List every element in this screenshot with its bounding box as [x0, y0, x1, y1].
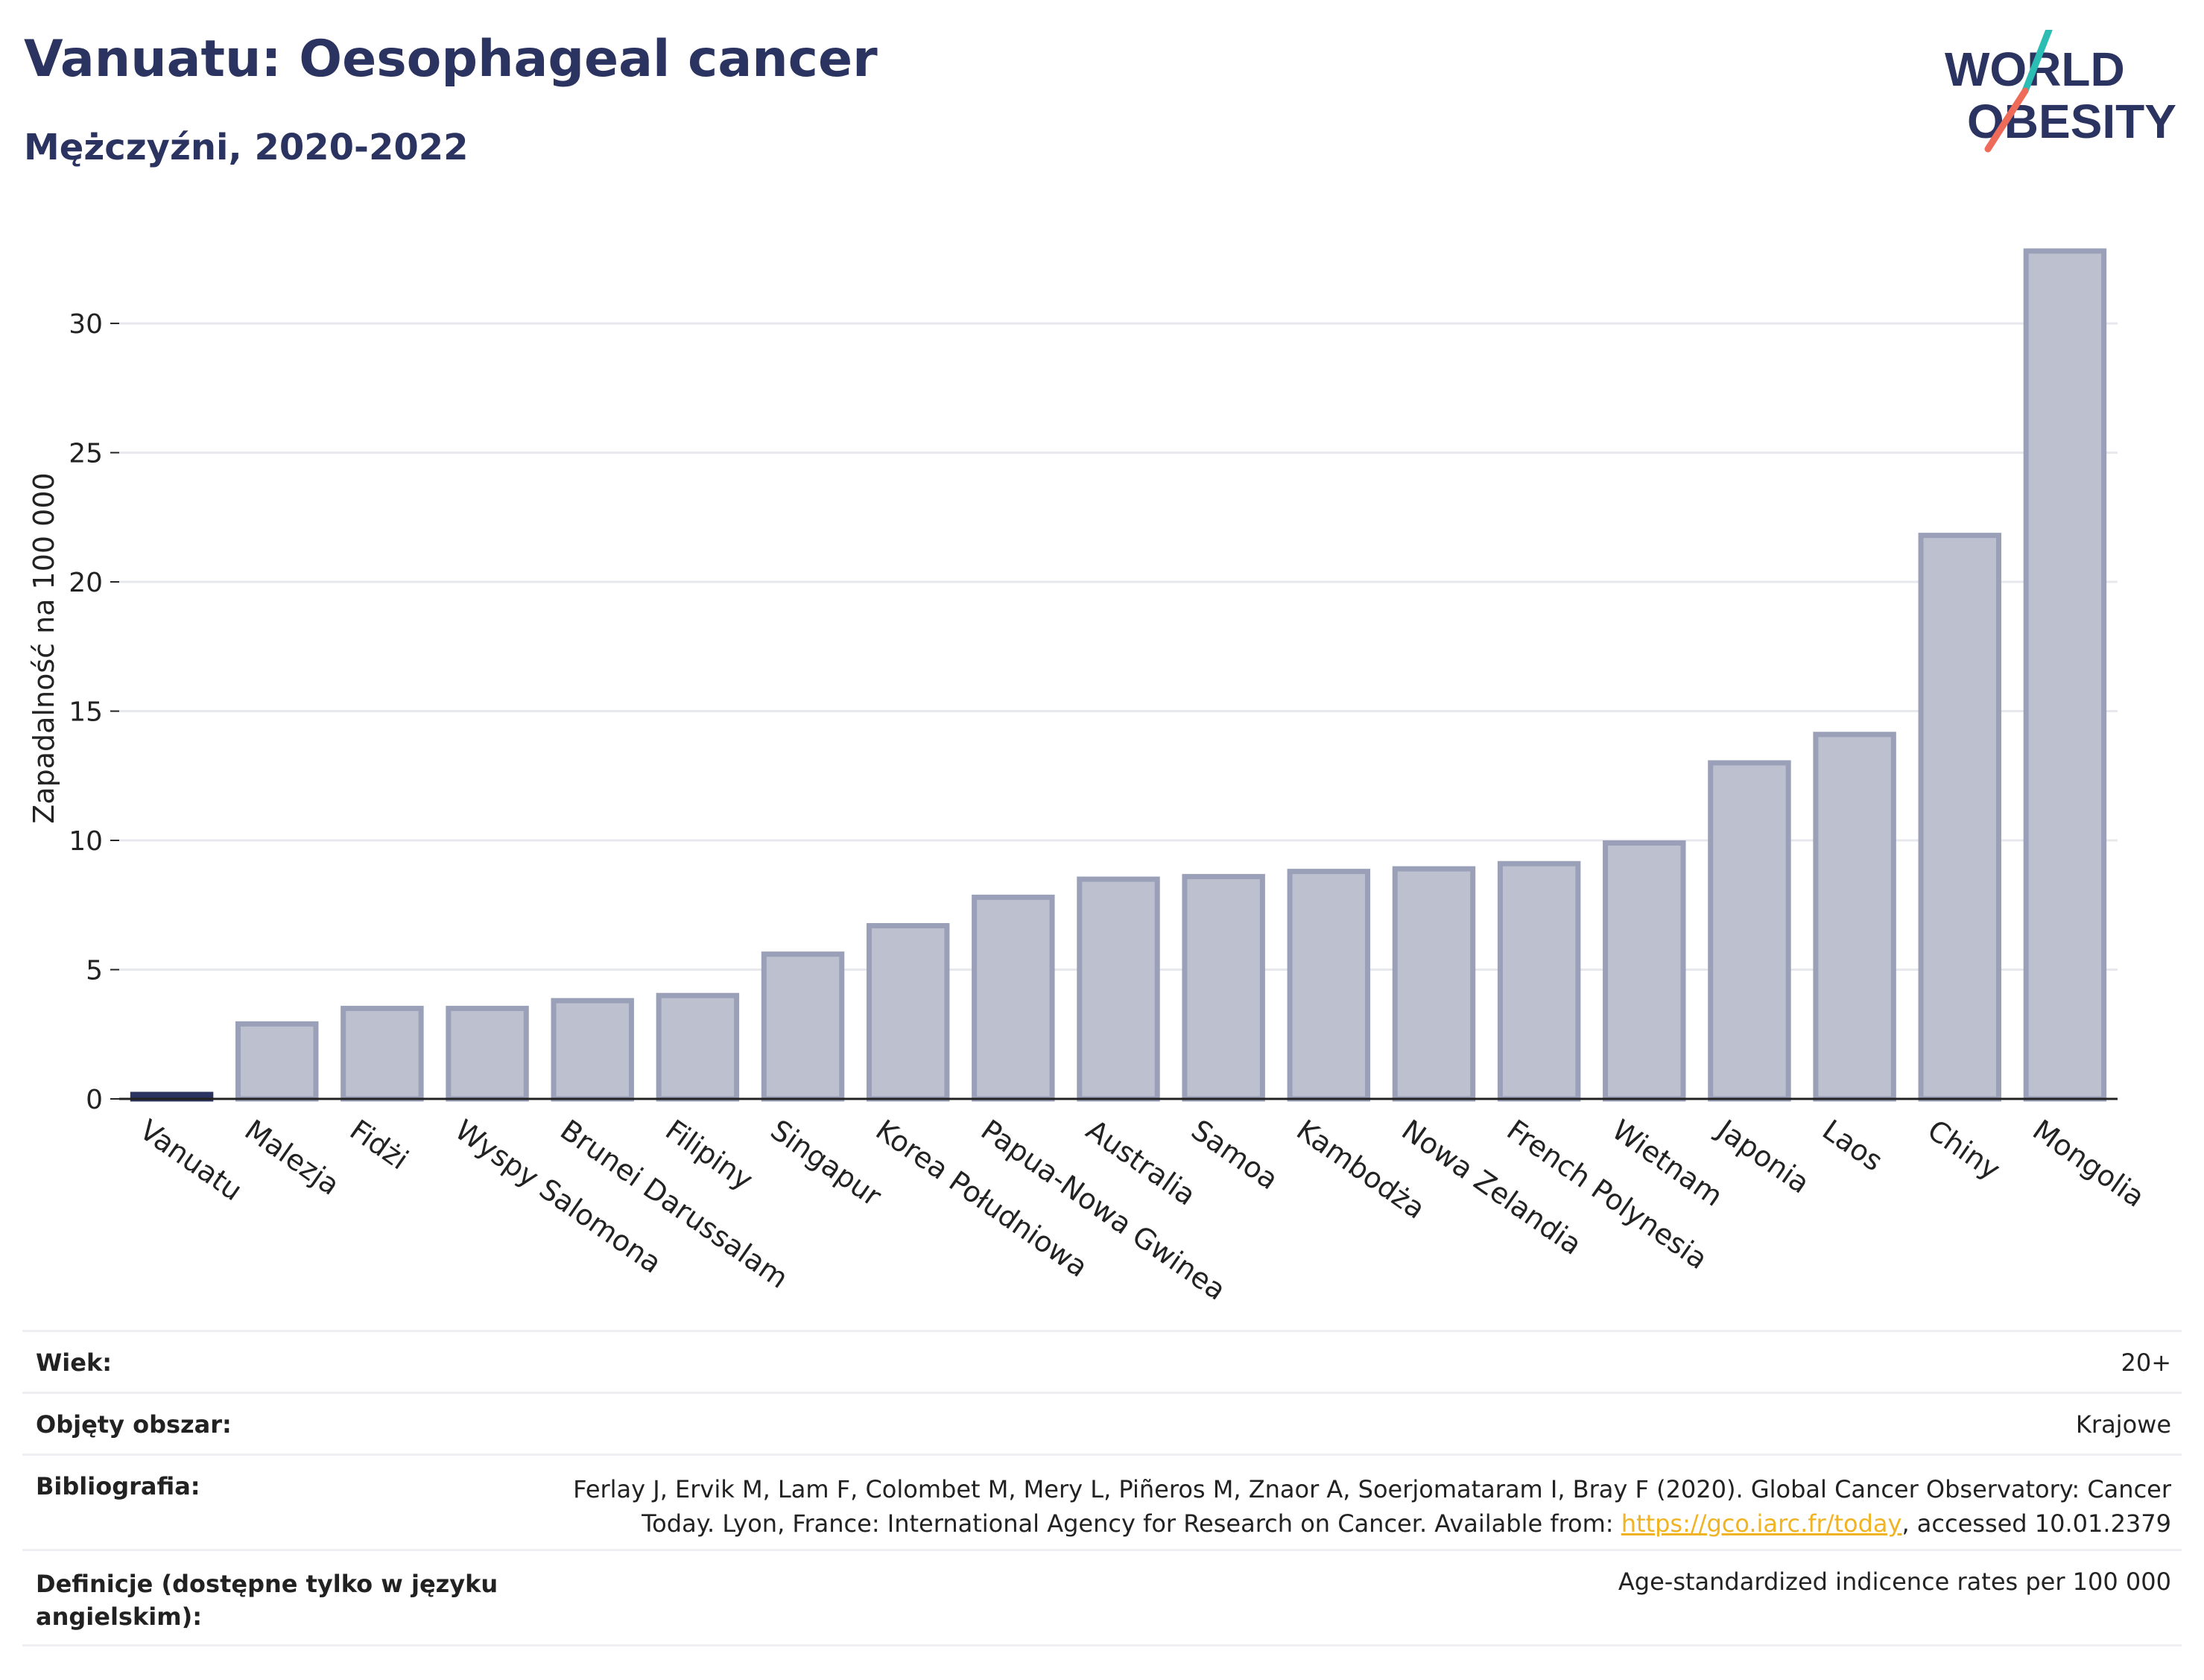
- definitions-label-line-2: angielskim):: [36, 1603, 202, 1631]
- y-tick-label: 10: [69, 826, 103, 857]
- meta-value-age: 20+: [2121, 1348, 2171, 1377]
- meta-row-bibliography: Bibliografia: Ferlay J, Ervik M, Lam F, …: [22, 1454, 2182, 1549]
- bar-wietnam: [1603, 840, 1686, 1102]
- metadata-table: Wiek: 20+ Objęty obszar: Krajowe Bibliog…: [22, 1330, 2182, 1646]
- bar-korea-po-udniowa: [866, 923, 950, 1102]
- bar-laos: [1813, 732, 1896, 1102]
- bar-papua-nowa-gwinea: [972, 894, 1055, 1102]
- meta-label-definitions: Definicje (dostępne tylko w języku angie…: [36, 1568, 498, 1633]
- meta-value-definitions: Age-standardized indicence rates per 100…: [1618, 1568, 2171, 1596]
- meta-label-bibliography: Bibliografia:: [36, 1472, 200, 1500]
- meta-label-age: Wiek:: [36, 1348, 113, 1377]
- meta-value-area: Krajowe: [2075, 1410, 2171, 1439]
- meta-row-age: Wiek: 20+: [22, 1330, 2182, 1392]
- bar-nowa-zelandia: [1392, 866, 1476, 1102]
- bar-singapur: [761, 951, 845, 1102]
- definitions-label-line-1: Definicje (dostępne tylko w języku: [36, 1570, 498, 1598]
- x-tick-label: Fidżi: [344, 1113, 414, 1176]
- meta-label-area: Objęty obszar:: [36, 1410, 232, 1439]
- bibliography-accessed: , accessed 10.01.2379: [1901, 1509, 2171, 1538]
- bar-french-polynesia: [1497, 860, 1581, 1102]
- x-tick-label: Chiny: [1922, 1113, 2007, 1186]
- y-tick-label: 0: [86, 1085, 103, 1115]
- bar-brunei-darussalam: [551, 998, 634, 1102]
- x-tick-label: Malezja: [239, 1113, 346, 1202]
- bar-chiny: [1918, 533, 2001, 1102]
- x-tick-label: Singapur: [764, 1113, 887, 1213]
- bars-layer: [130, 248, 2107, 1102]
- logo-slash-teal: [2021, 30, 2053, 95]
- chart-subtitle: Mężczyźni, 2020-2022: [24, 127, 469, 168]
- world-obesity-logo: WORLD OBESITY: [1945, 30, 2176, 153]
- bar-wyspy-salomona: [446, 1006, 529, 1102]
- logo-slash-coral: [1984, 87, 2029, 153]
- bar-kambod-a: [1287, 869, 1371, 1102]
- bar-malezja: [235, 1021, 319, 1102]
- x-tick-label: Vanuatu: [133, 1113, 248, 1207]
- bar-filipiny: [656, 992, 740, 1102]
- bar-mongolia: [2023, 248, 2107, 1102]
- meta-row-definitions: Definicje (dostępne tylko w języku angie…: [22, 1549, 2182, 1646]
- meta-value-bibliography: Ferlay J, Ervik M, Lam F, Colombet M, Me…: [573, 1472, 2171, 1541]
- x-tick-label: Mongolia: [2027, 1113, 2150, 1214]
- bar-australia: [1077, 876, 1160, 1102]
- y-tick-label: 15: [69, 697, 103, 728]
- x-tick-label: Nowa Zelandia: [1396, 1113, 1587, 1261]
- y-axis-label: Zapadalność na 100 000: [28, 472, 60, 823]
- chart-title: Vanuatu: Oesophageal cancer: [24, 30, 878, 89]
- bar-samoa: [1182, 874, 1265, 1102]
- x-tick-label: Laos: [1817, 1113, 1889, 1177]
- y-tick-label: 5: [86, 956, 103, 986]
- meta-row-area: Objęty obszar: Krajowe: [22, 1392, 2182, 1454]
- bar-japonia: [1708, 760, 1791, 1102]
- bibliography-line-2: Today. Lyon, France: International Agenc…: [573, 1506, 2171, 1541]
- bibliography-line-1: Ferlay J, Ervik M, Lam F, Colombet M, Me…: [573, 1475, 2171, 1503]
- y-tick-label: 30: [69, 309, 103, 340]
- y-tick-label: 20: [69, 568, 103, 598]
- y-tick-label: 25: [69, 439, 103, 469]
- bibliography-link[interactable]: https://gco.iarc.fr/today: [1621, 1509, 1902, 1538]
- bar-fid-i: [341, 1006, 424, 1102]
- bibliography-line-2-text: Today. Lyon, France: International Agenc…: [642, 1509, 1621, 1538]
